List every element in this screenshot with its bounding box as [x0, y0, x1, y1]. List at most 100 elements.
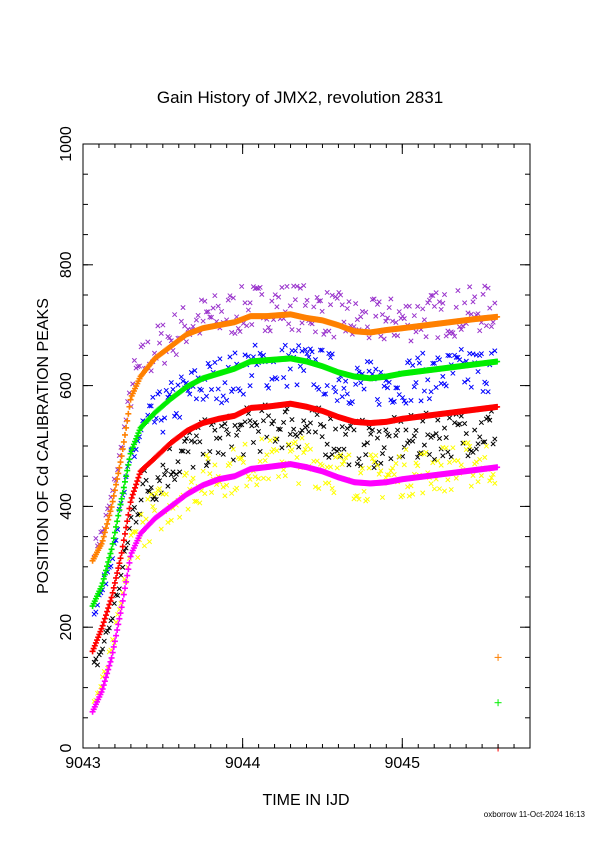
scatter-point: [376, 401, 382, 407]
scatter-point: [472, 294, 478, 300]
footer-stamp: oxborrow 11-Oct-2024 16:13: [484, 810, 586, 819]
scatter-point: [299, 348, 305, 354]
scatter-point: [406, 493, 412, 499]
scatter-point: [225, 431, 231, 437]
smooth-point: [120, 591, 127, 598]
scatter-point: [413, 427, 419, 434]
scatter-point: [376, 428, 382, 435]
scatter-point: [240, 452, 246, 458]
scatter-point: [356, 369, 362, 375]
scatter-point: [401, 462, 407, 468]
scatter-point: [452, 420, 458, 426]
scatter-point: [260, 418, 267, 424]
scatter-point: [178, 448, 184, 454]
smooth-point: [96, 631, 103, 638]
scatter-point: [438, 462, 444, 468]
scatter-point: [292, 439, 298, 445]
scatter-point: [329, 485, 335, 491]
smooth-point: [102, 525, 109, 532]
scatter-point: [182, 438, 188, 444]
scatter-point: [167, 335, 173, 341]
scatter-point: [358, 314, 364, 320]
scatter-point: [301, 283, 307, 289]
scatter-point: [384, 315, 391, 321]
scatter-point: [374, 462, 381, 468]
smooth-point: [136, 471, 143, 478]
scatter-point: [393, 460, 399, 466]
scatter-point: [177, 514, 183, 520]
scatter-point: [400, 313, 406, 319]
scatter-point: [284, 383, 290, 389]
scatter-point: [287, 431, 293, 437]
smooth-point: [105, 558, 112, 565]
scatter-point: [364, 440, 370, 446]
smooth-point: [124, 467, 131, 474]
scatter-point: [460, 323, 466, 329]
smooth-point: [134, 432, 141, 439]
scatter-point: [227, 460, 233, 467]
scatter-point: [462, 379, 468, 385]
smooth-point: [119, 597, 126, 604]
smooth-point: [101, 571, 108, 578]
smooth-point: [104, 520, 111, 527]
scatter-point: [187, 391, 193, 397]
smooth-point: [124, 417, 131, 424]
scatter-point: [468, 483, 474, 489]
scatter-point: [165, 519, 171, 525]
scatter-point: [242, 419, 248, 425]
smooth-point: [120, 438, 127, 445]
scatter-point: [468, 311, 474, 317]
x-tick-label: 9043: [65, 755, 101, 772]
scatter-point: [153, 491, 159, 497]
scatter-point: [393, 319, 399, 326]
scatter-point: [319, 308, 325, 314]
scatter-point: [490, 471, 496, 477]
scatter-point: [219, 400, 225, 406]
scatter-point: [302, 347, 308, 353]
scatter-point: [296, 327, 302, 333]
scatter-point: [386, 433, 392, 439]
scatter-point: [431, 360, 438, 366]
scatter-point: [183, 470, 189, 476]
smooth-point: [100, 619, 107, 626]
scatter-point: [487, 417, 493, 423]
smooth-point: [108, 594, 115, 601]
smooth-point: [126, 559, 133, 566]
smooth-point: [123, 424, 130, 431]
scatter-point: [373, 366, 379, 372]
scatter-point: [443, 333, 449, 339]
scatter-point: [269, 449, 275, 455]
smooth-point: [118, 604, 125, 611]
scatter-point: [450, 330, 456, 336]
scatter-point: [93, 609, 99, 615]
scatter-point: [341, 385, 347, 391]
scatter-point: [425, 300, 431, 306]
scatter-point: [270, 418, 277, 424]
scatter-point: [426, 451, 432, 458]
scatter-point: [403, 400, 409, 406]
scatter-point: [257, 458, 263, 464]
scatter-point: [445, 449, 451, 455]
smooth-point: [130, 488, 137, 495]
scatter-point: [435, 335, 441, 341]
scatter-point: [131, 454, 137, 460]
scatter-point: [316, 386, 322, 392]
scatter-point: [140, 342, 146, 348]
scatter-point: [386, 304, 392, 311]
scatter-point: [234, 485, 240, 491]
scatter-point: [403, 427, 409, 433]
scatter-point: [413, 379, 419, 386]
scatter-point: [264, 452, 270, 458]
scatter-point: [125, 540, 131, 546]
scatter-point: [276, 294, 282, 300]
scatter-point: [111, 600, 117, 606]
scatter-point: [108, 563, 114, 569]
scatter-point: [138, 497, 144, 503]
scatter-point: [133, 519, 139, 525]
scatter-point: [381, 383, 387, 389]
scatter-point: [472, 427, 478, 433]
scatter-point: [487, 478, 493, 484]
scatter-point: [195, 312, 201, 318]
scatter-point: [368, 359, 374, 365]
scatter-point: [453, 354, 459, 360]
